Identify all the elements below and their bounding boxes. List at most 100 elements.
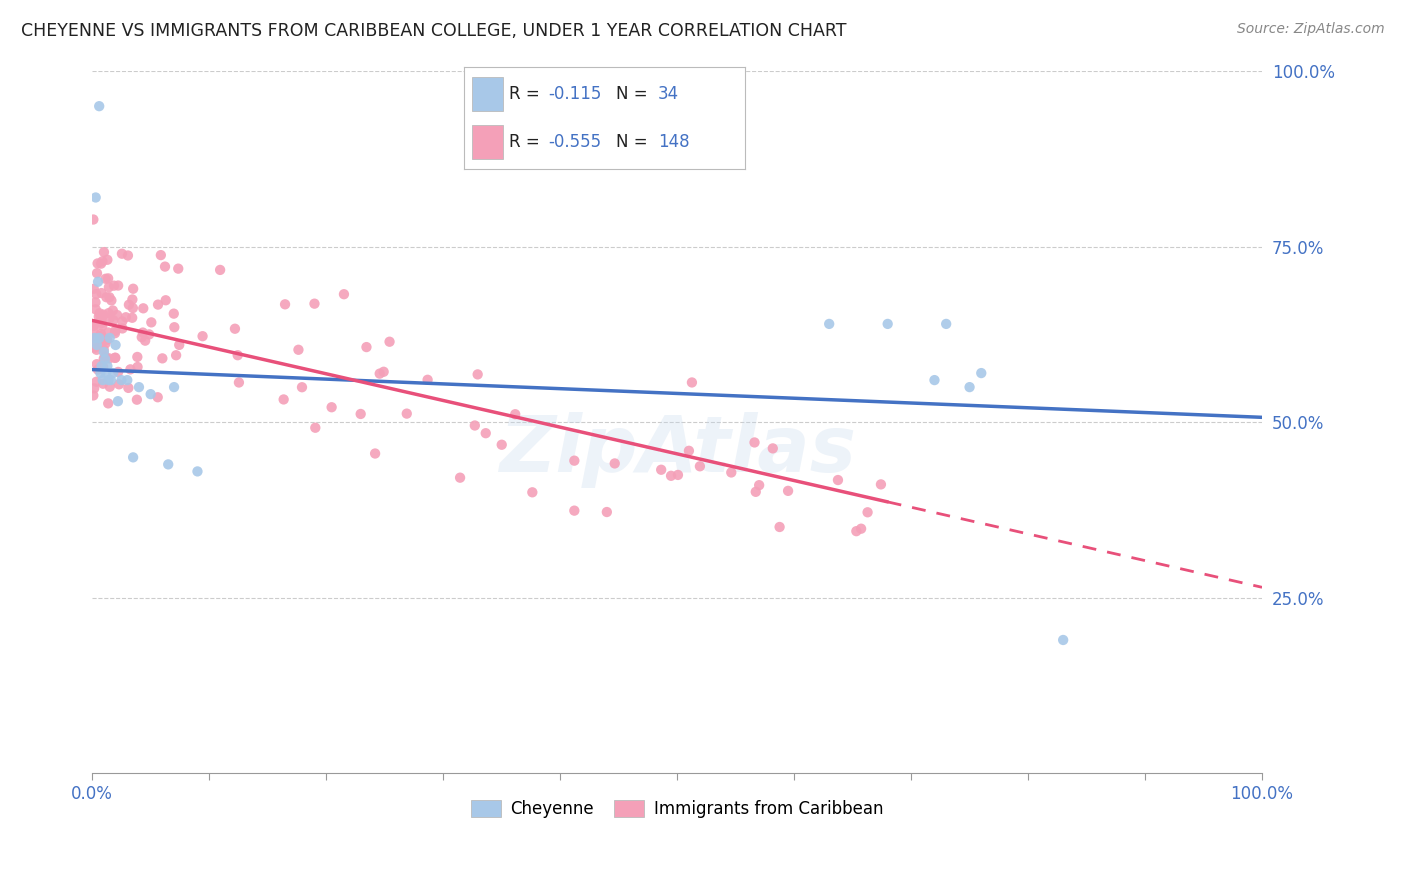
Point [287,343,309,357]
Text: CHEYENNE VS IMMIGRANTS FROM CARIBBEAN COLLEGE, UNDER 1 YEAR CORRELATION CHART: CHEYENNE VS IMMIGRANTS FROM CARIBBEAN CO… [21,22,846,40]
Point [155,293,177,308]
Point [132,326,155,340]
Point [224,322,246,336]
Point [86,266,108,280]
Point [86,343,108,357]
Point [84,295,107,310]
Point [103,366,125,380]
Point [86,375,108,389]
Point [127,350,149,364]
Point [491,438,513,452]
Point [104,351,127,365]
Point [122,282,145,296]
Point [373,365,395,379]
Point [91,318,114,333]
Point [117,373,139,387]
Text: N =: N = [616,133,652,151]
Point [666,467,689,482]
Text: 34: 34 [658,85,679,103]
Point [356,340,378,354]
Point [132,301,155,316]
Point [146,297,169,311]
Point [474,426,496,441]
Point [87,275,110,289]
Point [748,478,770,492]
Point [141,315,163,329]
Point [89,331,111,345]
Point [96,252,118,267]
Point [924,373,946,387]
Point [321,401,343,415]
Point [127,359,149,374]
Point [104,338,127,352]
Point [83,282,105,296]
Text: -0.555: -0.555 [548,133,602,151]
Point [689,459,711,474]
Point [82,388,104,402]
Point [449,471,471,485]
Point [83,381,105,395]
Point [562,453,585,467]
Point [91,376,114,391]
Point [744,435,766,450]
Point [90,257,112,271]
Point [103,278,125,293]
Point [97,396,120,410]
Point [304,421,326,435]
Point [778,483,800,498]
Point [90,326,112,341]
Point [100,293,122,308]
Point [128,380,150,394]
Point [103,313,125,327]
Point [117,381,139,395]
Point [121,310,143,325]
Point [153,260,176,274]
Point [104,324,127,338]
Point [96,366,118,380]
Point [467,368,489,382]
Point [83,317,105,331]
Point [464,418,486,433]
Point [89,366,111,380]
Point [603,457,626,471]
Point [98,380,121,394]
Point [90,312,112,326]
Point [90,316,112,330]
Point [104,326,127,341]
Text: N =: N = [616,85,652,103]
Point [93,343,115,357]
Point [111,314,134,328]
Point [118,298,141,312]
Point [83,334,105,348]
Point [870,477,893,491]
Point [122,450,145,465]
Point [970,366,993,380]
Text: 148: 148 [658,133,689,151]
Point [91,254,114,268]
Point [165,348,187,362]
Point [100,373,122,387]
Point [226,348,249,362]
Point [150,351,173,366]
Point [97,326,120,340]
FancyBboxPatch shape [472,78,503,111]
Point [167,261,190,276]
Point [191,329,214,343]
Point [98,351,121,366]
Point [111,246,134,260]
Point [596,505,619,519]
Point [96,333,118,347]
Point [84,302,107,317]
Point [84,287,107,301]
Point [503,407,526,421]
Point [97,306,120,320]
Point [291,380,314,394]
Point [104,351,127,365]
Point [107,394,129,409]
Point [97,271,120,285]
Point [87,310,110,324]
Point [333,287,356,301]
Point [86,256,108,270]
Point [163,307,186,321]
Point [90,329,112,343]
